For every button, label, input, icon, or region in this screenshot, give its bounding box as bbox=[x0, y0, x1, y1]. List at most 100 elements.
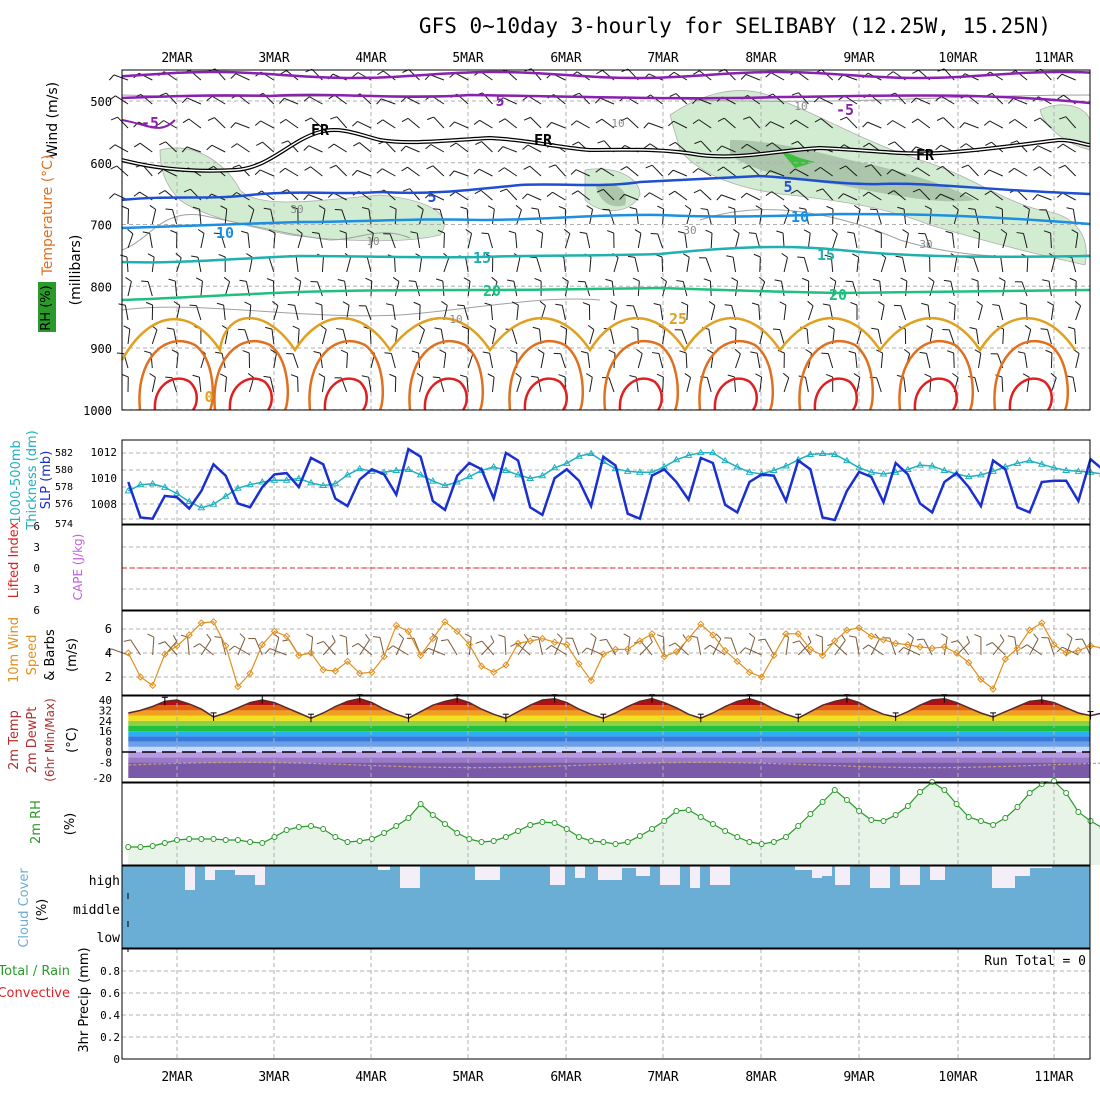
upper-wind-barb bbox=[917, 118, 931, 129]
upper-wind-barb bbox=[430, 144, 445, 153]
upper-wind-barb bbox=[502, 146, 517, 153]
upper-wind-barb-feather bbox=[684, 204, 692, 210]
upper-wind-barb bbox=[988, 169, 1004, 177]
upper-wind-barb bbox=[603, 189, 615, 201]
slp-axis-label: SLP (mb) bbox=[39, 451, 54, 510]
top-date-label: 9MAR bbox=[843, 51, 874, 66]
cloud-gap bbox=[900, 866, 920, 885]
rh-point bbox=[295, 824, 302, 830]
thickness-tick-label: 582 bbox=[55, 448, 73, 459]
upper-wind-barb-feather bbox=[116, 352, 124, 355]
thickness-point bbox=[806, 450, 815, 457]
upper-wind-barb bbox=[260, 120, 275, 129]
surface-wind-barb-feather bbox=[351, 642, 359, 648]
upper-wind-barb-feather bbox=[108, 74, 115, 81]
upper-wind-barb bbox=[211, 144, 226, 153]
rh-contour-label: 30 bbox=[919, 238, 932, 251]
top-date-label: 8MAR bbox=[745, 51, 776, 66]
upper-wind-barb-feather bbox=[679, 350, 687, 354]
surface-wind-barb-feather bbox=[264, 648, 271, 655]
surface-wind-barb-feather bbox=[239, 633, 246, 639]
upper-wind-barb bbox=[1072, 377, 1077, 393]
wind-speed-point bbox=[270, 627, 279, 636]
upper-wind-barb bbox=[686, 257, 690, 273]
upper-wind-barb bbox=[685, 352, 688, 369]
upper-wind-barb bbox=[333, 143, 347, 153]
upper-wind-barb-feather bbox=[936, 165, 943, 171]
wind-speed-point bbox=[234, 682, 242, 691]
upper-wind-barb bbox=[127, 233, 134, 249]
upper-wind-barb-feather bbox=[595, 118, 603, 124]
upper-wind-barb bbox=[297, 329, 300, 345]
wind-speed-point bbox=[672, 648, 681, 656]
upper-wind-barb bbox=[188, 118, 202, 129]
upper-wind-barb bbox=[492, 209, 495, 225]
isotherm-minus5-top bbox=[121, 70, 1091, 80]
rh-point bbox=[941, 787, 948, 793]
rh-point bbox=[636, 833, 643, 839]
upper-wind-barb-feather bbox=[256, 141, 263, 146]
wind-speed-point bbox=[757, 673, 766, 681]
thickness-point bbox=[879, 470, 888, 477]
upper-wind-barb-feather bbox=[173, 301, 180, 306]
wind-speed-point bbox=[148, 681, 157, 690]
rh-contour bbox=[121, 298, 601, 317]
upper-wind-barb bbox=[479, 119, 493, 129]
upper-wind-barb-feather bbox=[498, 118, 506, 123]
temp-tick-label: -20 bbox=[92, 772, 112, 785]
surface-wind-barb bbox=[237, 638, 246, 656]
upper-wind-barb-feather bbox=[753, 253, 761, 258]
upper-wind-barb-feather bbox=[634, 229, 642, 234]
upper-wind-barb-feather bbox=[716, 194, 722, 201]
rh-contour-label: 10 bbox=[449, 313, 462, 326]
surface-wind-barb-feather bbox=[907, 633, 914, 639]
upper-wind-barb bbox=[416, 233, 421, 249]
upper-wind-barb-feather bbox=[886, 120, 893, 126]
upper-wind-barb-feather bbox=[871, 327, 879, 330]
upper-wind-barb-feather bbox=[765, 121, 771, 127]
surface-wind-barb-feather bbox=[807, 635, 812, 643]
upper-wind-barb-feather bbox=[337, 279, 345, 282]
upper-wind-barb bbox=[919, 188, 931, 201]
upper-wind-barb-feather bbox=[1042, 279, 1050, 282]
upper-wind-barb-feather bbox=[215, 351, 223, 354]
rh-point bbox=[527, 822, 534, 828]
isotherm-label: 15 bbox=[473, 249, 491, 267]
upper-wind-barb-feather bbox=[629, 206, 637, 210]
surface-wind-barb bbox=[745, 647, 762, 656]
cloud-level-label: high bbox=[89, 874, 120, 889]
upper-wind-barb-feather bbox=[281, 140, 289, 144]
upper-wind-barb bbox=[151, 329, 158, 345]
wind-speed-point bbox=[940, 643, 949, 651]
surface-wind-barb bbox=[359, 639, 370, 656]
surface-wind-barb bbox=[797, 641, 812, 656]
upper-wind-barb bbox=[492, 329, 497, 345]
upper-wind-barb bbox=[706, 377, 712, 393]
upper-wind-barb bbox=[843, 193, 858, 201]
bottom-date-label: 8MAR bbox=[745, 1070, 776, 1085]
upper-wind-barb bbox=[770, 121, 785, 129]
isotherm-label: FR bbox=[916, 146, 935, 164]
upper-wind-barb-feather bbox=[460, 374, 468, 378]
upper-wind-barb bbox=[527, 144, 542, 153]
upper-wind-barb-feather bbox=[141, 280, 149, 283]
upper-wind-barb bbox=[481, 141, 493, 153]
thickness-point bbox=[940, 466, 949, 473]
upper-wind-barb-feather bbox=[461, 325, 469, 330]
upper-wind-barb bbox=[368, 377, 372, 393]
wind-speed-point bbox=[648, 630, 656, 638]
upper-wind-barb-feather bbox=[166, 327, 174, 330]
upper-wind-barb-feather bbox=[952, 204, 959, 210]
upper-wind-barb bbox=[317, 281, 323, 297]
upper-wind-barb bbox=[953, 257, 958, 273]
upper-wind-barb-feather bbox=[790, 189, 798, 194]
upper-wind-barb-feather bbox=[897, 206, 905, 210]
upper-wind-barb bbox=[176, 305, 181, 321]
upper-wind-barb bbox=[419, 209, 424, 225]
upper-wind-barb bbox=[942, 165, 955, 177]
upper-wind-barb-feather bbox=[384, 352, 392, 355]
upper-wind-barb bbox=[832, 233, 838, 249]
upper-wind-barb bbox=[284, 97, 299, 105]
upper-wind-barb-feather bbox=[511, 301, 519, 306]
upper-wind-barb bbox=[346, 352, 348, 369]
